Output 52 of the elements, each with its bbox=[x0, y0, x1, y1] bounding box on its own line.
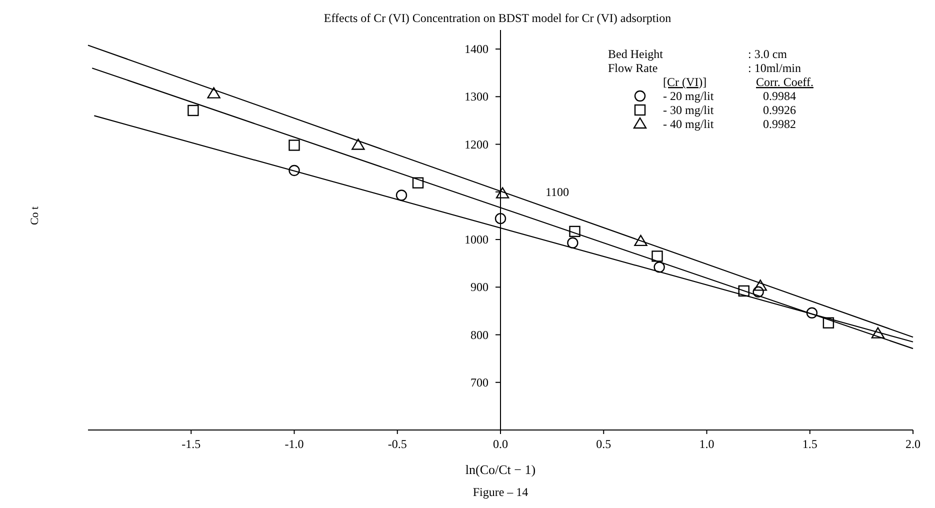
x-tick-label: 2.0 bbox=[906, 437, 920, 451]
annotation: 1100 bbox=[546, 184, 570, 199]
point bbox=[288, 140, 300, 151]
text: Figure – 14 bbox=[472, 485, 528, 499]
point bbox=[567, 237, 578, 248]
point bbox=[634, 234, 648, 246]
point bbox=[822, 317, 834, 328]
chart-title: Effects of Cr (VI) Concentration on BDST model for Cr (VI) adsorption bbox=[324, 11, 672, 25]
y-tick-label: 1400 bbox=[464, 42, 488, 56]
annotation: Corr. Coeff. bbox=[756, 75, 814, 89]
y-tick-label: 1000 bbox=[464, 232, 488, 247]
point bbox=[412, 177, 424, 188]
y-axis-title: Co t bbox=[29, 206, 41, 226]
x-tick-label: 0.0 bbox=[493, 437, 508, 451]
annotation: 0.9926 bbox=[763, 103, 796, 117]
legend-label: - 40 mg/lit bbox=[663, 117, 714, 131]
point bbox=[396, 190, 408, 201]
annotation: Flow Rate bbox=[608, 61, 658, 75]
x-tick-label: -1.5 bbox=[182, 437, 201, 451]
point bbox=[738, 285, 750, 297]
y-tick-label: 700 bbox=[470, 375, 488, 390]
x-tick-label: 0.5 bbox=[596, 437, 612, 451]
legend-label: - 20 mg/lit bbox=[663, 89, 714, 103]
annotation: 0.9984 bbox=[763, 89, 796, 103]
annotation: : 3.0 cm bbox=[748, 47, 788, 61]
x-axis-title: ln(Co/Ct − 1) bbox=[465, 462, 536, 477]
x-tick-label: 1.5 bbox=[802, 437, 818, 451]
point bbox=[188, 104, 199, 116]
y-tick-label: 1300 bbox=[464, 90, 488, 104]
point bbox=[494, 212, 506, 224]
point bbox=[871, 327, 885, 338]
point bbox=[654, 262, 665, 273]
point bbox=[288, 164, 300, 176]
point bbox=[806, 307, 818, 318]
y-tick-label: 800 bbox=[470, 328, 488, 342]
point bbox=[496, 187, 510, 198]
x-tick-label: -0.5 bbox=[388, 437, 407, 451]
annotation: : 10ml/min bbox=[748, 61, 802, 75]
legend-title: [Cr (VI)] bbox=[663, 75, 707, 89]
point bbox=[352, 138, 365, 150]
y-tick-label: 1200 bbox=[464, 137, 488, 152]
point bbox=[569, 226, 580, 238]
legend-label: - 30 mg/lit bbox=[663, 103, 714, 117]
point bbox=[652, 250, 663, 262]
annotation: 0.9982 bbox=[763, 117, 796, 131]
point bbox=[207, 87, 220, 98]
x-tick-label: 1.0 bbox=[699, 437, 714, 451]
point bbox=[752, 286, 764, 298]
y-tick-label: 900 bbox=[470, 280, 488, 294]
point bbox=[754, 280, 767, 291]
annotation: Bed Height bbox=[608, 47, 664, 61]
x-tick-label: -1.0 bbox=[284, 437, 304, 451]
